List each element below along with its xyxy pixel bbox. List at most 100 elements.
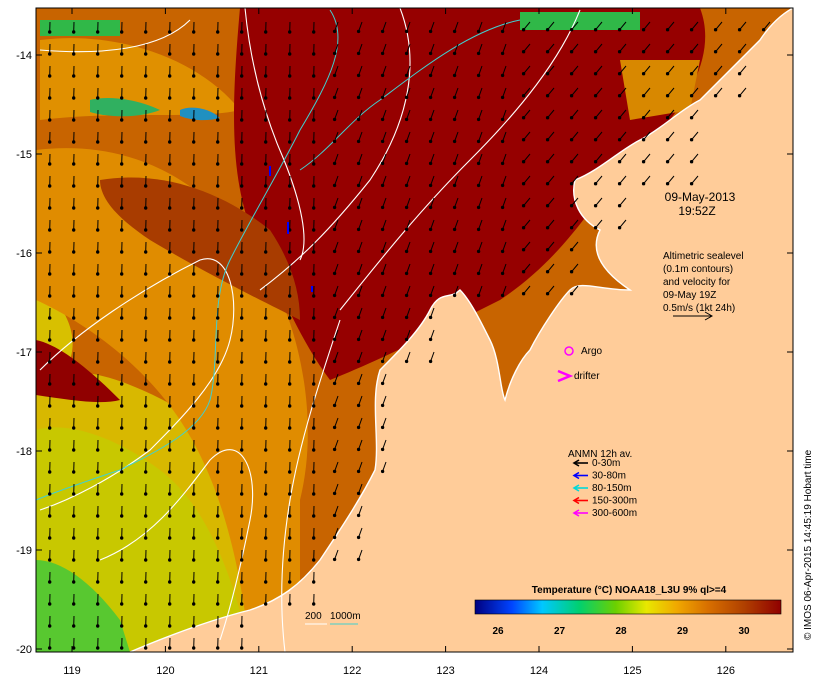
velocity-vector-head [216,382,220,386]
velocity-vector-head [380,95,385,100]
velocity-vector-head [500,183,505,188]
velocity-vector-head [48,448,52,452]
velocity-vector-head [404,315,409,320]
lon-tick-label: 125 [623,665,641,677]
velocity-vector-head [120,448,124,452]
anmn-swatch-head [572,471,580,480]
velocity-vector-head [404,161,409,166]
velocity-vector-head [521,226,526,230]
velocity-vector-head [264,580,268,584]
velocity-vector-head [312,382,316,386]
velocity-vector-head [192,228,196,232]
velocity-vector-head [545,116,550,120]
velocity-vector-head [240,184,244,188]
depth-legend: 200 1000m [305,611,361,625]
velocity-vector-head [96,294,100,298]
velocity-vector-head [665,160,670,164]
velocity-vector-head [144,206,148,210]
velocity-vector-head [332,139,337,144]
velocity-vector-head [545,292,550,296]
velocity-vector-head [521,182,526,186]
velocity-vector-head [521,72,526,76]
velocity-vector-head [569,72,574,76]
velocity-vector-head [312,30,316,34]
velocity-vector-head [356,425,361,430]
velocity-vector-head [476,95,481,100]
velocity-vector-head [144,184,148,188]
velocity-vector-head [48,272,52,276]
velocity-vector-head [380,117,385,122]
velocity-vector-head [168,30,172,34]
velocity-vector-head [144,250,148,254]
velocity-vector-head [545,204,550,208]
velocity-vector-head [713,94,718,98]
velocity-vector-head [48,96,52,100]
velocity-vector-head [380,183,385,188]
velocity-vector-head [192,558,196,562]
velocity-vector-head [264,316,268,320]
velocity-vector-head [452,161,457,166]
velocity-vector-head [96,228,100,232]
argo-marker-icon [564,346,574,356]
velocity-vector-head [356,359,361,364]
velocity-vector-head [96,514,100,518]
velocity-vector-head [120,96,124,100]
velocity-vector-head [144,536,148,540]
velocity-vector-head [476,227,481,232]
velocity-vector-head [545,248,550,252]
velocity-vector-head [72,536,76,540]
velocity-vector-head [569,28,574,32]
velocity-vector-head [288,272,292,276]
velocity-vector-head [380,139,385,144]
velocity-vector-head [72,382,76,386]
velocity-vector-head [168,602,172,606]
velocity-vector-head [521,248,526,252]
velocity-vector-head [545,138,550,142]
velocity-vector-head [356,403,361,408]
velocity-vector-head [96,382,100,386]
velocity-vector-head [332,447,337,452]
velocity-vector-head [332,469,337,474]
velocity-vector-head [120,536,124,540]
velocity-vector-head [192,426,196,430]
velocity-vector-head [312,316,316,320]
velocity-vector-head [332,95,337,100]
velocity-vector-head [737,72,742,76]
velocity-vector-head [120,206,124,210]
velocity-vector-head [168,536,172,540]
velocity-vector-head [356,205,361,210]
velocity-vector-head [332,359,337,364]
velocity-vector-head [96,624,100,628]
velocity-vector-head [144,602,148,606]
velocity-vector-head [72,30,76,34]
velocity-vector-head [312,404,316,408]
velocity-vector-head [240,140,244,144]
anmn-mooring-arrows [269,166,313,292]
velocity-vector-head [288,184,292,188]
velocity-vector-head [641,72,646,76]
velocity-vector-head [288,382,292,386]
velocity-vector-head [332,315,337,320]
velocity-vector-head [96,250,100,254]
velocity-vector-head [617,28,622,32]
velocity-vector-head [288,250,292,254]
velocity-vector-head [641,28,646,32]
velocity-vector-head [356,447,361,452]
velocity-vector-head [168,228,172,232]
colorbar-tick-label: 26 [492,626,504,637]
velocity-vector-head [216,602,220,606]
velocity-vector-head [48,360,52,364]
velocity-vector-head [168,294,172,298]
lon-tick-label: 119 [63,665,81,677]
velocity-vector-head [332,491,337,496]
velocity-vector-head [356,293,361,298]
velocity-vector-head [356,469,361,474]
velocity-vector-head [240,52,244,56]
velocity-vector-head [404,205,409,210]
velocity-vector-head [48,426,52,430]
velocity-vector-head [216,118,220,122]
velocity-vector-head [48,30,52,34]
velocity-vector-head [356,227,361,232]
velocity-vector-head [428,117,433,122]
lon-tick-label: 122 [343,665,361,677]
